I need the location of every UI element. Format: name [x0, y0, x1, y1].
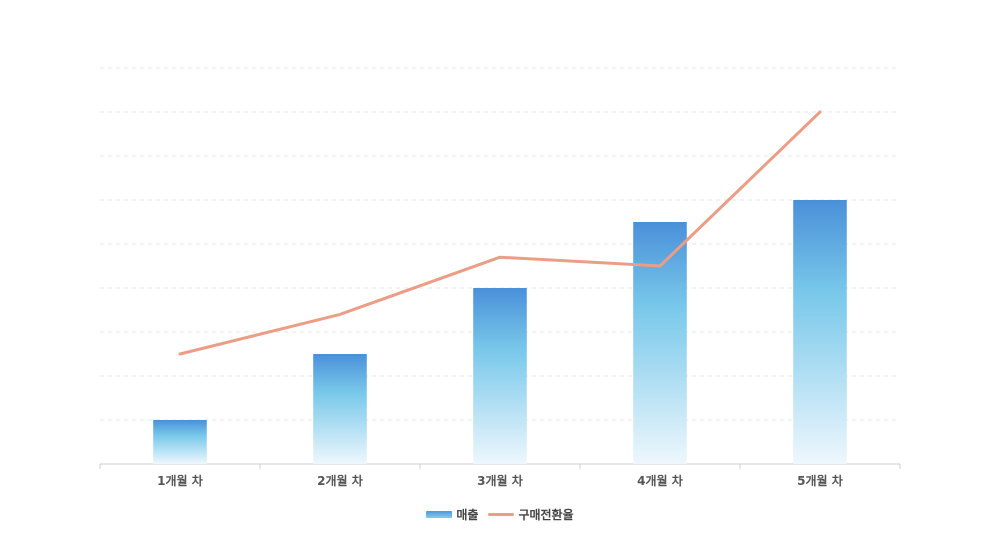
line-conversion-rate[interactable] [178, 110, 822, 356]
point-conversion-rate[interactable] [336, 310, 344, 318]
point-conversion-rate[interactable] [176, 350, 184, 358]
bar-sales[interactable] [793, 200, 847, 464]
x-tick-label: 3개월 차 [477, 473, 523, 488]
x-tick-label: 1개월 차 [157, 473, 203, 488]
x-axis [99, 463, 901, 469]
point-conversion-rate[interactable] [496, 253, 504, 261]
x-tick-label: 2개월 차 [317, 473, 363, 488]
legend: 매출 구매전환율 [0, 506, 1000, 523]
x-tick-labels: 1개월 차 2개월 차 3개월 차 4개월 차 5개월 차 [157, 473, 843, 488]
legend-swatch-sales [426, 511, 453, 518]
legend-item-sales[interactable]: 매출 [426, 506, 478, 523]
bar-sales[interactable] [313, 354, 367, 464]
bar-sales[interactable] [153, 420, 207, 464]
bar-sales[interactable] [633, 222, 687, 464]
bar-sales[interactable] [473, 288, 527, 464]
legend-item-conversion[interactable]: 구매전환율 [488, 506, 574, 523]
legend-swatch-conversion [488, 513, 515, 516]
point-conversion-rate[interactable] [816, 108, 824, 116]
line-series [176, 108, 824, 358]
x-tick-label: 4개월 차 [637, 473, 683, 488]
x-tick-label: 5개월 차 [797, 473, 843, 488]
legend-label-conversion: 구매전환율 [518, 508, 574, 522]
bar-series [153, 200, 847, 464]
legend-label-sales: 매출 [456, 508, 479, 522]
point-conversion-rate[interactable] [656, 262, 664, 270]
